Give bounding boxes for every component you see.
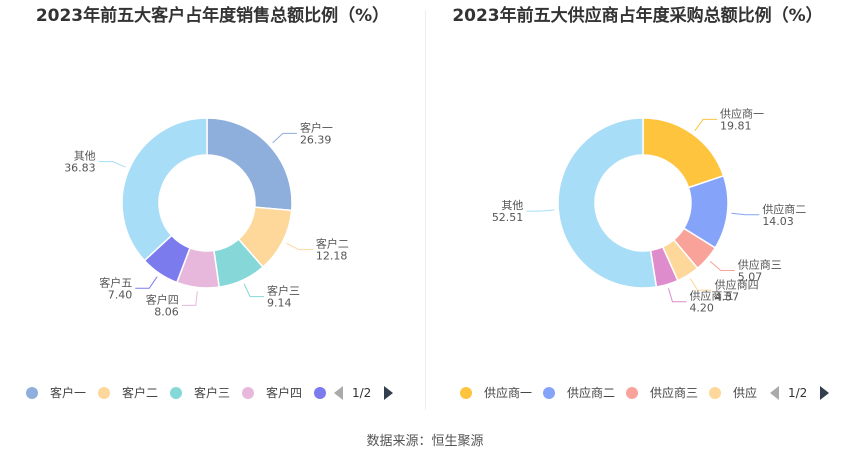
legend-item[interactable]: 客户一 (26, 383, 86, 403)
leader-line (731, 212, 760, 216)
legend-label: 供应商一 (484, 386, 533, 400)
slice-value-label: 4.20 (689, 302, 714, 315)
legend-label: 供应 (733, 386, 758, 400)
slice-value-label: 4.37 (715, 290, 740, 303)
slice-value-label: 12.18 (316, 250, 348, 263)
slice-value-label: 7.40 (108, 288, 133, 301)
legend-item[interactable]: 供应商三 (626, 383, 698, 403)
slice-label: 供应商一 (720, 106, 764, 120)
slice-label: 供应商五 (689, 289, 733, 303)
slice-value-label: 52.51 (492, 211, 524, 224)
legend-item[interactable]: 供应商一 (460, 383, 532, 403)
slice-label: 客户二 (316, 237, 349, 251)
divider (425, 10, 426, 410)
legend: 客户一 客户二 客户三 客户四 (0, 383, 425, 405)
leader-line (135, 276, 158, 289)
slice-1[interactable] (206, 117, 293, 212)
legend-pager: 1/2 (334, 384, 394, 402)
supplier-chart-panel: 2023年前五大供应商占年度采购总额比例（%） 供应商一 19.81 供应商二 14.… (425, 0, 850, 410)
legend-marker-icon (242, 386, 254, 399)
page-indicator: 1/2 (788, 386, 808, 400)
legend-marker-icon (709, 386, 721, 399)
legend-label: 客户四 (266, 386, 303, 400)
legend-item[interactable] (314, 383, 338, 403)
leader-line (667, 288, 687, 303)
leader-line (526, 209, 555, 212)
legend-marker-icon (26, 386, 38, 399)
legend-label: 客户二 (122, 386, 159, 400)
slice-label: 供应商三 (738, 258, 782, 272)
legend-marker-icon (626, 386, 638, 399)
slice-label: 客户一 (300, 120, 333, 134)
leader-line (98, 161, 126, 168)
legend-item[interactable]: 客户四 (242, 383, 302, 403)
slice-label: 供应商二 (762, 202, 806, 216)
legend-pager: 1/2 (770, 384, 830, 402)
chart-title: 2023年前五大客户占年度销售总额比例（%） (35, 6, 390, 26)
legend-marker-icon (460, 386, 472, 399)
slice-label: 其他 (74, 150, 96, 163)
legend-marker-icon (170, 386, 182, 399)
legend-marker-icon (543, 386, 555, 399)
slice-label: 客户五 (99, 275, 132, 289)
leader-line (689, 278, 712, 291)
slice-label: 客户三 (267, 284, 300, 298)
previous-page-icon[interactable] (334, 386, 343, 400)
legend-item[interactable]: 客户三 (170, 383, 230, 403)
leader-line (694, 118, 718, 131)
previous-page-icon[interactable] (770, 386, 779, 400)
page-indicator: 1/2 (352, 386, 372, 400)
customer-chart-panel: 2023年前五大客户占年度销售总额比例（%） 客户一 26.39 客户二 12.18 客… (0, 0, 425, 410)
slice-value-label: 9.14 (267, 297, 292, 310)
slice-1[interactable] (642, 117, 725, 189)
legend-label: 供应商二 (567, 386, 616, 400)
leader-line (286, 242, 313, 251)
slice-label: 其他 (501, 199, 523, 212)
data-source: 数据来源：恒生聚源 (366, 434, 484, 449)
slice-value-label: 14.03 (762, 215, 794, 228)
legend-item[interactable]: 供应商二 (543, 383, 615, 403)
slice-value-label: 36.83 (64, 162, 96, 175)
next-page-icon[interactable] (820, 386, 829, 400)
slice-value-label: 26.39 (300, 133, 332, 146)
slice-6[interactable] (121, 117, 208, 262)
legend-label: 供应商三 (650, 386, 699, 400)
legend: 供应商一 供应商二 供应商三 供应 (425, 383, 850, 405)
legend-item[interactable]: 客户二 (98, 383, 158, 403)
leader-line (181, 291, 198, 306)
leader-line (243, 283, 265, 298)
leader-line (709, 260, 735, 272)
legend-item[interactable]: 供应 (709, 383, 757, 403)
chart-title: 2023年前五大供应商占年度采购总额比例（%） (452, 6, 823, 26)
legend-label: 客户一 (50, 386, 87, 400)
slice-label: 供应商四 (715, 277, 759, 291)
legend-marker-icon (98, 386, 110, 399)
slice-value-label: 19.81 (720, 119, 752, 132)
legend-marker-icon (314, 386, 326, 399)
legend-label: 客户三 (194, 386, 231, 400)
slice-6[interactable] (557, 117, 658, 289)
slice-value-label: 8.06 (154, 305, 179, 318)
next-page-icon[interactable] (384, 386, 393, 400)
slice-label: 客户四 (146, 292, 179, 306)
leader-line (272, 132, 297, 144)
slice-value-label: 5.07 (738, 271, 763, 284)
